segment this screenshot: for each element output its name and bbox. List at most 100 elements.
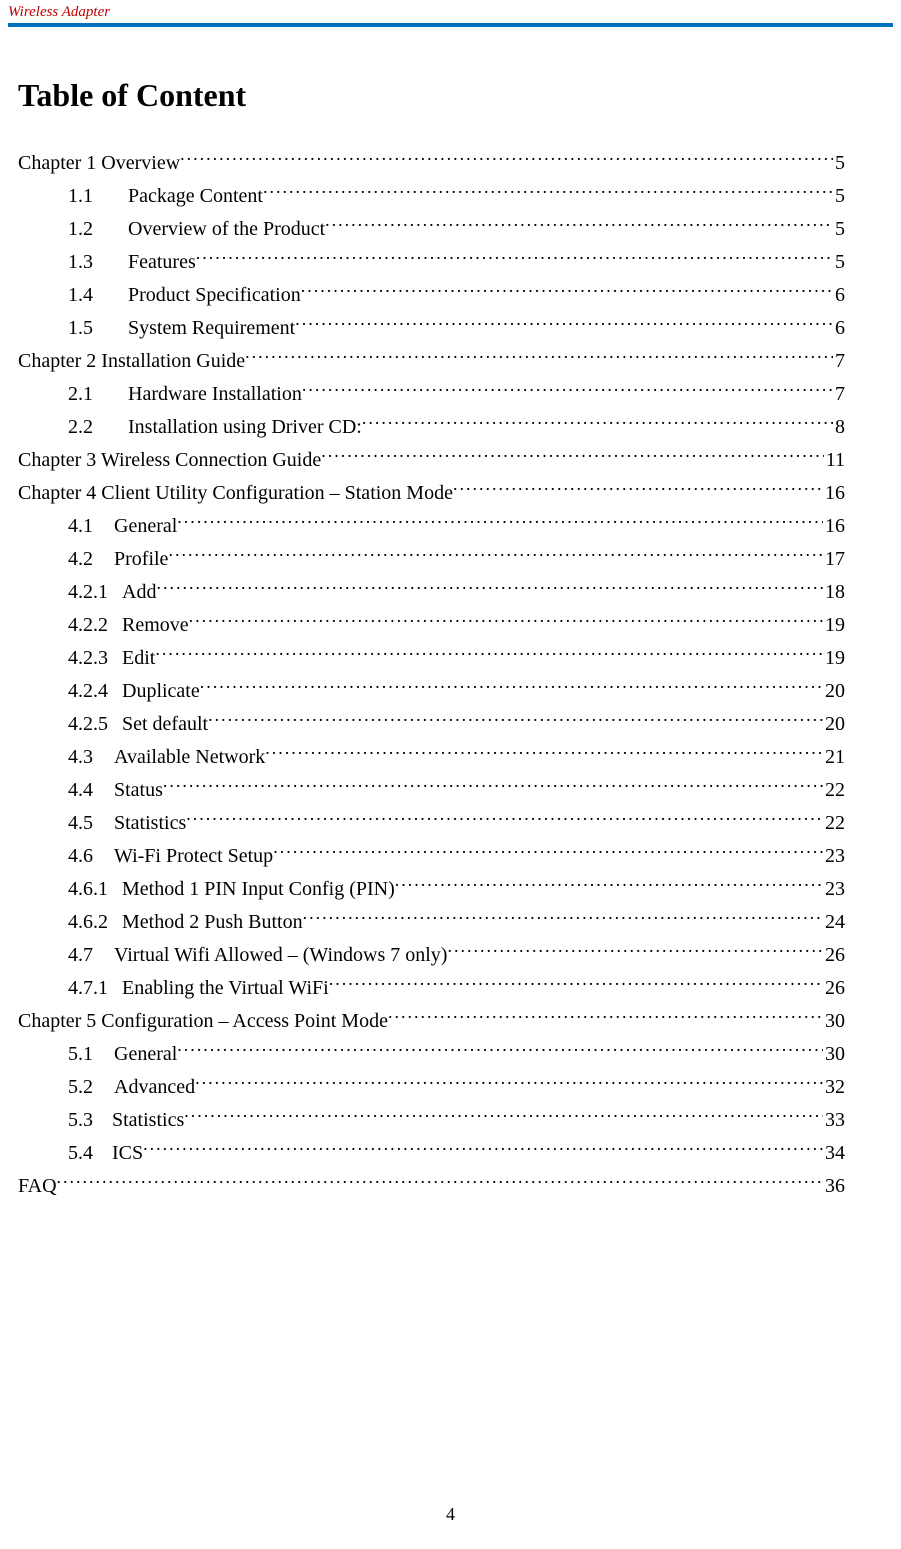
toc-entry-page: 5 (833, 214, 845, 245)
toc-leader-dots (325, 215, 833, 235)
toc-entry-text: Features (128, 247, 196, 278)
toc-entry-page: 18 (823, 577, 845, 608)
toc-entry-page: 24 (823, 907, 845, 938)
toc-entry: 1.4Product Specification 6 (18, 280, 845, 311)
toc-entry-text: Chapter 5 Configuration – Access Point M… (18, 1006, 388, 1037)
toc-entry-number: 4.2.5 (68, 709, 122, 740)
toc-leader-dots (208, 710, 823, 730)
header-label: Wireless Adapter (8, 4, 893, 21)
toc-entry-page: 22 (823, 808, 845, 839)
page-title: Table of Content (18, 77, 845, 114)
toc-entry: Chapter 5 Configuration – Access Point M… (18, 1006, 845, 1037)
toc-entry-number: 5.3 (68, 1105, 112, 1136)
toc-leader-dots (156, 578, 823, 598)
toc-leader-dots (301, 281, 833, 301)
toc-entry-number: 1.3 (68, 247, 128, 278)
toc-entry: 4.6.2Method 2 Push Button24 (18, 907, 845, 938)
toc-entry-text: Package Content (128, 181, 263, 212)
toc-entry-page: 8 (833, 412, 845, 443)
toc-entry: 4.5Statistics22 (18, 808, 845, 839)
toc-entry-page: 16 (823, 511, 845, 542)
toc-entry-text: Statistics (112, 1105, 184, 1136)
toc-entry-text: Hardware Installation (128, 379, 302, 410)
toc-entry-text: Wi-Fi Protect Setup (114, 841, 273, 872)
toc-entry-number: 4.2.4 (68, 676, 122, 707)
toc-entry-page: 30 (823, 1039, 845, 1070)
toc-entry-number: 5.2 (68, 1072, 114, 1103)
toc-entry-number: 2.2 (68, 412, 128, 443)
toc-leader-dots (263, 182, 833, 202)
toc-entry: 2.1Hardware Installation 7 (18, 379, 845, 410)
toc-entry-number: 1.1 (68, 181, 128, 212)
toc-entry-page: 17 (823, 544, 845, 575)
toc-leader-dots (303, 908, 823, 928)
toc-entry-page: 5 (833, 247, 845, 278)
toc-entry-text: Chapter 2 Installation Guide (18, 346, 245, 377)
toc-entry-number: 4.2.2 (68, 610, 122, 641)
toc-entry-page: 33 (823, 1105, 845, 1136)
toc-entry: 4.6Wi-Fi Protect Setup23 (18, 841, 845, 872)
toc-entry: Chapter 3 Wireless Connection Guide11 (18, 445, 845, 476)
toc-entry-text: Enabling the Virtual WiFi (122, 973, 329, 1004)
page-footer-number: 4 (0, 1504, 901, 1525)
toc-entry-text: Duplicate (122, 676, 200, 707)
toc-entry-page: 21 (823, 742, 845, 773)
toc-entry-text: Chapter 3 Wireless Connection Guide (18, 445, 321, 476)
toc-entry-page: 36 (823, 1171, 845, 1202)
toc-entry-text: Installation using Driver CD: (128, 412, 362, 443)
toc-entry-page: 22 (823, 775, 845, 806)
toc-entry-number: 4.6.1 (68, 874, 122, 905)
toc-entry-page: 19 (823, 643, 845, 674)
toc-entry-text: Status (114, 775, 163, 806)
toc-entry-text: Virtual Wifi Allowed – (Windows 7 only) (114, 940, 447, 971)
toc-leader-dots (329, 974, 823, 994)
toc-entry: 1.5System Requirement 6 (18, 313, 845, 344)
page-content: Table of Content Chapter 1 Overview 51.1… (0, 27, 901, 1202)
toc-entry: Chapter 2 Installation Guide 7 (18, 346, 845, 377)
toc-entry: 4.2Profile17 (18, 544, 845, 575)
toc-entry-page: 30 (823, 1006, 845, 1037)
toc-entry: 4.1General16 (18, 511, 845, 542)
toc-entry-number: 2.1 (68, 379, 128, 410)
toc-entry-page: 7 (833, 379, 845, 410)
toc-entry-number: 4.2 (68, 544, 114, 575)
toc-entry-text: Chapter 1 Overview (18, 148, 180, 179)
toc-entry: 4.7.1Enabling the Virtual WiFi 26 (18, 973, 845, 1004)
toc-entry-text: Chapter 4 Client Utility Configuration –… (18, 478, 453, 509)
toc-entry-page: 5 (833, 181, 845, 212)
toc-entry-text: Advanced (114, 1072, 195, 1103)
toc-entry-number: 4.2.3 (68, 643, 122, 674)
toc-leader-dots (195, 1073, 823, 1093)
toc-leader-dots (265, 743, 823, 763)
toc-entry: 1.1Package Content 5 (18, 181, 845, 212)
toc-entry-page: 23 (823, 874, 845, 905)
toc-entry-number: 1.5 (68, 313, 128, 344)
toc-leader-dots (302, 380, 833, 400)
toc-leader-dots (184, 1106, 823, 1126)
toc-leader-dots (453, 479, 823, 499)
toc-entry-text: ICS (112, 1138, 143, 1169)
toc-entry: 4.6.1Method 1 PIN Input Config (PIN)23 (18, 874, 845, 905)
toc-entry-number: 4.6 (68, 841, 114, 872)
toc-entry-page: 26 (823, 973, 845, 1004)
toc-entry-text: Product Specification (128, 280, 301, 311)
toc-entry-number: 4.7.1 (68, 973, 122, 1004)
toc-leader-dots (155, 644, 823, 664)
toc-entry-text: FAQ (18, 1171, 57, 1202)
toc-entry: Chapter 4 Client Utility Configuration –… (18, 478, 845, 509)
toc-entry-number: 1.4 (68, 280, 128, 311)
toc-leader-dots (143, 1139, 823, 1159)
toc-entry-number: 4.7 (68, 940, 114, 971)
toc-entry: 1.2Overview of the Product 5 (18, 214, 845, 245)
toc-entry-page: 6 (833, 280, 845, 311)
toc-entry: 5.2Advanced32 (18, 1072, 845, 1103)
toc-leader-dots (57, 1172, 823, 1192)
toc-leader-dots (273, 842, 823, 862)
toc-entry: 4.4Status22 (18, 775, 845, 806)
toc-entry: FAQ 36 (18, 1171, 845, 1202)
toc-entry-number: 4.5 (68, 808, 114, 839)
toc-leader-dots (388, 1007, 823, 1027)
toc-entry-number: 4.3 (68, 742, 114, 773)
toc-leader-dots (177, 512, 823, 532)
toc-entry: 4.2.2Remove19 (18, 610, 845, 641)
